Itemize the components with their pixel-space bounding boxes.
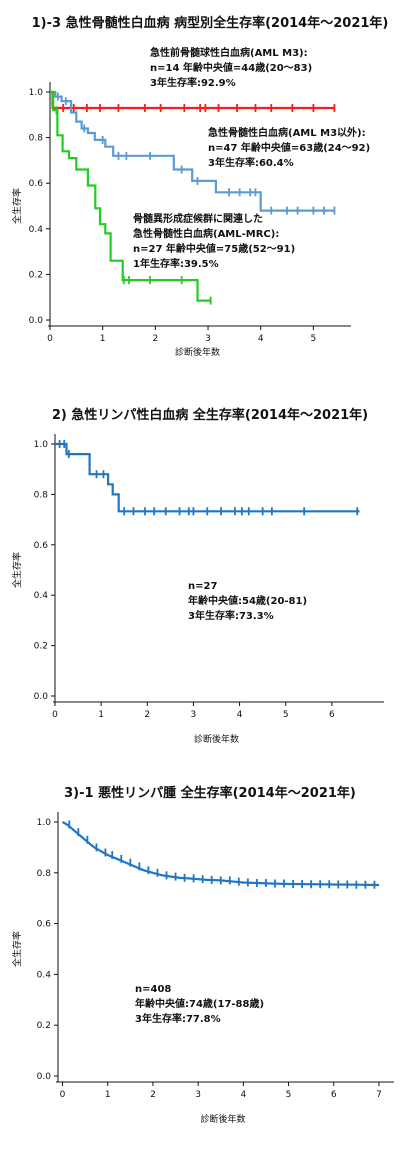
x-tick-label: 2	[150, 1090, 156, 1100]
x-axis-label: 診断後年数	[175, 346, 220, 358]
x-tick-label: 4	[237, 710, 243, 720]
x-tick-label: 5	[283, 710, 289, 720]
x-tick-label: 4	[240, 1090, 246, 1100]
annotation-text: 急性骨髄性白血病(AML M3以外):	[208, 126, 366, 139]
annotation-text: 急性骨髄性白血病(AML-MRC):	[133, 227, 279, 240]
x-tick-label: 6	[331, 1090, 337, 1100]
survival-curve-0	[55, 442, 360, 513]
annotation-text: n=14 年齢中央値=44歳(20～83)	[150, 61, 312, 74]
y-tick-label: 0.8	[29, 134, 44, 144]
x-tick-label: 1	[100, 334, 106, 344]
y-axis-label: 全生存率	[11, 188, 23, 224]
y-tick-label: 1.0	[29, 88, 44, 98]
annotation-text: 1年生存率:39.5%	[133, 257, 219, 270]
annotation-text: n=27 年齢中央値=75歳(52～91)	[133, 242, 295, 255]
y-tick-label: 0.6	[37, 920, 52, 930]
y-tick-label: 1.0	[37, 818, 52, 828]
x-tick-label: 0	[47, 334, 53, 344]
x-tick-label: 5	[311, 334, 317, 344]
x-tick-label: 1	[98, 710, 104, 720]
y-tick-label: 0.2	[34, 642, 48, 652]
annotation-text: 骨髄異形成症候群に関連した	[133, 212, 263, 225]
y-tick-label: 0.6	[34, 541, 49, 551]
x-tick-label: 4	[258, 334, 264, 344]
y-tick-label: 1.0	[34, 440, 49, 450]
y-tick-label: 0.0	[34, 692, 49, 702]
x-axis-label: 診断後年数	[194, 733, 239, 745]
annotation-text: 3年生存率:60.4%	[208, 156, 294, 169]
y-tick-label: 0.4	[29, 225, 44, 235]
annotation-text: 急性前骨髄球性白血病(AML M3):	[150, 46, 308, 59]
survival-curve-2	[50, 90, 211, 302]
annotation-text: 3年生存率:92.9%	[150, 76, 236, 89]
chart-title: 1)-3 急性骨髄性白血病 病型別全生存率(2014年～2021年)	[31, 16, 389, 31]
annotation-text: 3年生存率:73.3%	[188, 609, 274, 622]
x-tick-label: 5	[286, 1090, 292, 1100]
x-tick-label: 0	[52, 710, 58, 720]
x-tick-label: 0	[60, 1090, 66, 1100]
y-tick-label: 0.6	[29, 179, 44, 189]
aml-survival-chart: 0.0 0.2 0.4 0.6 0.8 1.0 0 1 2 3 4 5 診断後年数 全生存率 急性前骨髄球性…	[11, 46, 370, 358]
x-tick-label: 3	[195, 1090, 201, 1100]
chart-title: 3)-1 悪性リンパ腫 全生存率(2014年～2021年)	[64, 786, 356, 801]
annotation-text: n=408	[135, 984, 171, 995]
chart-title: 2) 急性リンパ性白血病 全生存率(2014年～2021年)	[51, 408, 369, 423]
y-tick-label: 0.4	[37, 970, 52, 980]
x-tick-label: 2	[144, 710, 150, 720]
annotation-text: n=47 年齢中央値=63歳(24～92)	[208, 141, 370, 154]
annotation-text: 年齢中央値:74歳(17-88歳)	[135, 997, 264, 1010]
x-tick-label: 1	[105, 1090, 111, 1100]
x-tick-label: 3	[191, 710, 197, 720]
annotation-text: n=27	[188, 581, 217, 592]
y-tick-label: 0.8	[34, 490, 49, 500]
y-tick-label: 0.2	[37, 1021, 51, 1031]
y-tick-label: 0.2	[29, 270, 43, 280]
y-axis-label: 全生存率	[11, 552, 23, 588]
y-axis-label: 全生存率	[11, 931, 23, 967]
x-tick-label: 2	[152, 334, 158, 344]
x-tick-label: 7	[376, 1090, 382, 1100]
survival-curve-0	[61, 821, 380, 887]
y-tick-label: 0.8	[37, 869, 52, 879]
all-survival-chart: 0.0 0.2 0.4 0.6 0.8 1.0 0 1 2 3 4 5 6 診断後年数 全生存率 n=27 年齢…	[11, 434, 384, 745]
annotation-text: 3年生存率:77.8%	[135, 1012, 221, 1025]
y-tick-label: 0.0	[37, 1072, 52, 1082]
x-tick-label: 6	[329, 710, 335, 720]
y-tick-label: 0.0	[29, 316, 44, 326]
annotation-text: 年齢中央値:54歳(20-81)	[188, 594, 307, 607]
y-tick-label: 0.4	[34, 591, 49, 601]
x-axis-label: 診断後年数	[200, 1113, 245, 1125]
x-tick-label: 3	[205, 334, 211, 344]
lymphoma-survival-chart: 0.0 0.2 0.4 0.6 0.8 1.0 0 1 2 3 4 5 6 7 診断後年数 全生存率 n=408…	[11, 812, 394, 1125]
